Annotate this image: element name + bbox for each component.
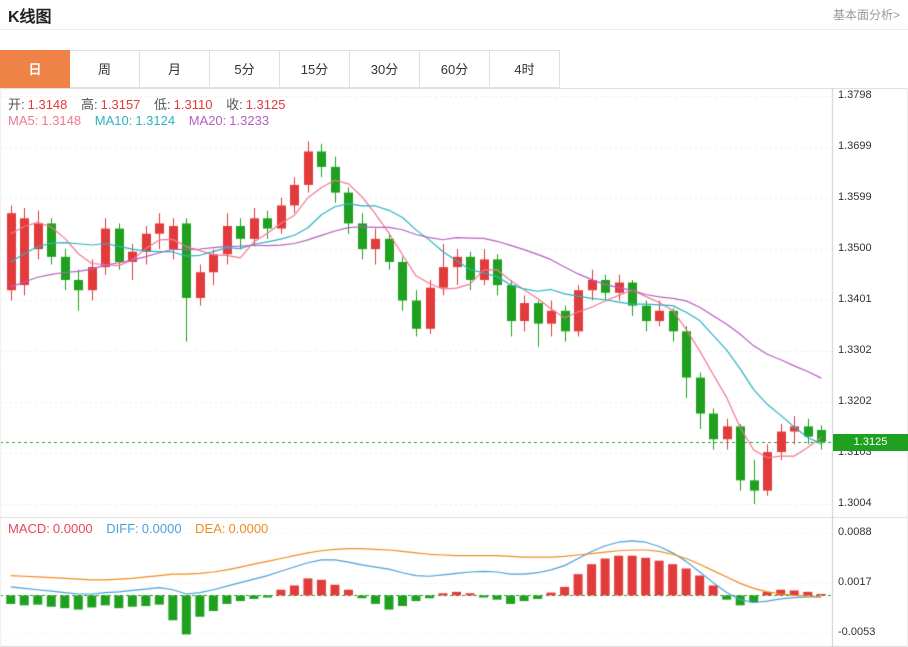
price-axis-label: 1.3599 <box>838 191 872 203</box>
dea-label: DEA: <box>195 521 226 536</box>
tab-4hour[interactable]: 4时 <box>490 50 560 88</box>
tab-15min[interactable]: 15分 <box>280 50 350 88</box>
ma20-value: 1.3233 <box>229 113 270 128</box>
tab-month[interactable]: 月 <box>140 50 210 88</box>
price-axis-label: 1.3798 <box>838 89 872 101</box>
ma20-label: MA20: <box>188 113 227 128</box>
close-value: 1.3125 <box>245 97 286 112</box>
price-axis-label: 1.3401 <box>838 293 872 305</box>
ma10-value: 1.3124 <box>135 113 176 128</box>
ma-legend: MA5: 1.3148 MA10: 1.3124 MA20: 1.3233 <box>8 113 279 128</box>
open-label: 开: <box>8 97 25 112</box>
tab-5min[interactable]: 5分 <box>210 50 280 88</box>
macd-axis-label: -0.0053 <box>838 626 876 638</box>
macd-label: MACD: <box>8 521 50 536</box>
ma10-label: MA10: <box>94 113 133 128</box>
diff-label: DIFF: <box>106 521 139 536</box>
price-axis-label: 1.3302 <box>838 344 872 356</box>
macd-axis-label: 0.0088 <box>838 526 872 538</box>
close-label: 收: <box>226 97 243 112</box>
tab-30min[interactable]: 30分 <box>350 50 420 88</box>
ohlc-legend: 开: 1.3148 高: 1.3157 低: 1.3110 收: 1.3125 <box>8 94 295 113</box>
price-axis-label: 1.3500 <box>838 242 872 254</box>
price-axis-label: 1.3202 <box>838 395 872 407</box>
macd-legend: MACD: 0.0000 DIFF: 0.0000 DEA: 0.0000 <box>8 521 278 536</box>
open-value: 1.3148 <box>27 97 68 112</box>
tab-day[interactable]: 日 <box>0 50 70 88</box>
fundamental-analysis-link[interactable]: 基本面分析> <box>832 8 900 22</box>
period-tab-bar: 日 周 月 5分 15分 30分 60分 4时 <box>0 50 560 88</box>
macd-axis-label: 0.0017 <box>838 576 872 588</box>
low-value: 1.3110 <box>173 97 213 112</box>
ma5-value: 1.3148 <box>41 113 82 128</box>
macd-value: 0.0000 <box>52 521 93 536</box>
diff-value: 0.0000 <box>141 521 182 536</box>
low-label: 低: <box>154 97 171 112</box>
chart-area: 开: 1.3148 高: 1.3157 低: 1.3110 收: 1.3125 MA5:… <box>0 88 908 647</box>
dea-value: 0.0000 <box>228 521 269 536</box>
tab-week[interactable]: 周 <box>70 50 140 88</box>
price-axis-label: 1.3699 <box>838 140 872 152</box>
tab-60min[interactable]: 60分 <box>420 50 490 88</box>
high-value: 1.3157 <box>100 97 141 112</box>
price-axis-label: 1.3004 <box>838 497 872 509</box>
header: K线图 基本面分析> <box>0 0 908 30</box>
current-price-badge: 1.3125 <box>833 434 908 451</box>
ma5-label: MA5: <box>8 113 39 128</box>
page-title: K线图 <box>8 8 52 26</box>
high-label: 高: <box>81 97 98 112</box>
chart-canvas <box>0 88 908 647</box>
